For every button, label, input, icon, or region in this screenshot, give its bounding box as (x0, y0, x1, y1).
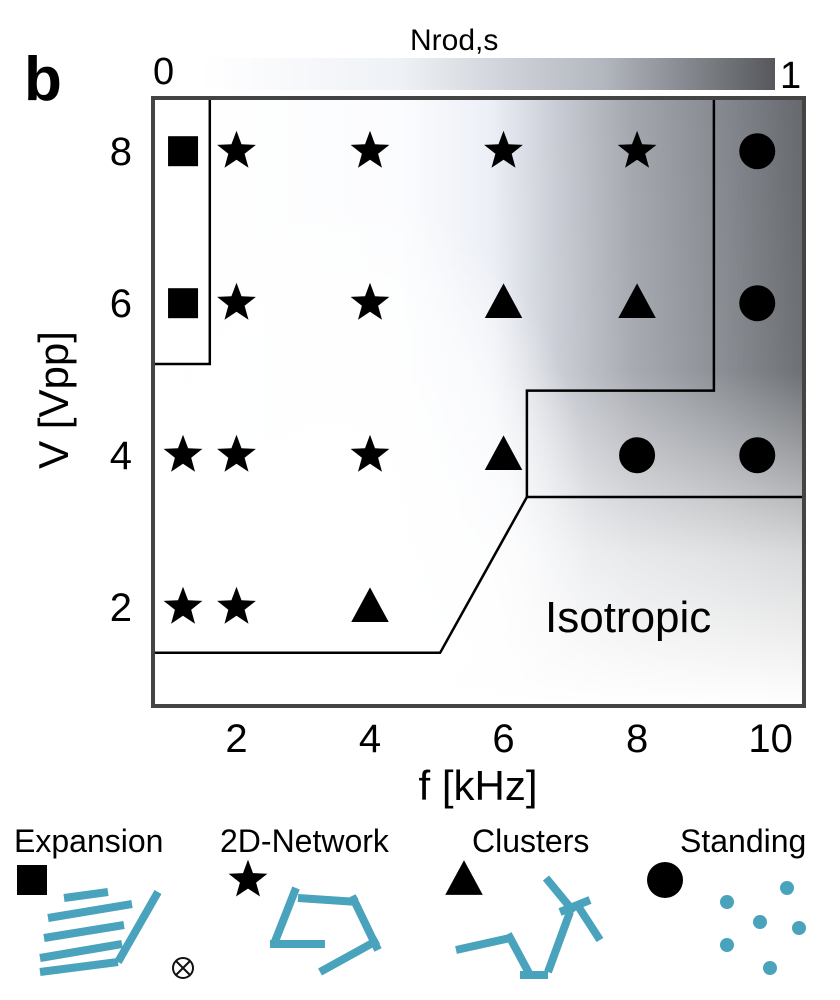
point-star (217, 282, 256, 320)
out-of-plane-symbol-icon (172, 957, 194, 979)
point-star (350, 130, 390, 168)
point-star (163, 586, 203, 624)
isotropic-region-label: Isotropic (545, 593, 711, 642)
point-star (617, 130, 657, 168)
boundary-line (153, 495, 804, 655)
standing-rods-icon (720, 881, 806, 975)
y-axis-label: V [Vpp] (30, 331, 77, 469)
x-axis-label: f [kHz] (418, 762, 537, 809)
colorbar-label: Nrod,s (410, 24, 498, 57)
x-tick-label: 10 (748, 717, 793, 761)
colorbar: 0 Nrod,s 1 (153, 24, 801, 97)
legend: Expansion 2D-Network Clusters Standing (14, 823, 806, 979)
point-star (350, 434, 390, 472)
legend-marker-star (228, 859, 268, 897)
x-tick-label: 2 (225, 717, 247, 761)
x-tick-label: 6 (492, 717, 514, 761)
x-axis-ticks: 2 4 6 8 10 (225, 717, 793, 761)
y-tick-label: 2 (110, 586, 132, 630)
expansion-rods-icon (39, 888, 162, 976)
cluster-rods-icon (455, 875, 604, 979)
point-square (168, 288, 199, 319)
colorbar-max-label: 1 (780, 55, 801, 97)
y-axis-ticks: 2 4 6 8 (110, 130, 132, 630)
point-star (217, 130, 256, 168)
network-rods-icon (270, 886, 382, 976)
legend-marker-triangle (445, 860, 483, 895)
point-triangle (618, 283, 656, 319)
point-triangle (484, 435, 523, 471)
legend-label-2d-network: 2D-Network (220, 823, 390, 859)
point-star (350, 282, 390, 320)
x-tick-label: 8 (626, 717, 648, 761)
y-tick-label: 4 (110, 434, 132, 478)
point-star (484, 130, 523, 168)
data-markers (163, 130, 776, 624)
point-star (217, 586, 256, 624)
legend-marker-circle (647, 862, 683, 898)
x-tick-label: 4 (359, 717, 381, 761)
panel-label: b (24, 45, 62, 114)
plot-frame (151, 96, 806, 708)
legend-label-clusters: Clusters (472, 823, 589, 859)
point-circle (739, 133, 776, 170)
point-circle (739, 285, 776, 322)
point-triangle (351, 587, 389, 623)
point-star (217, 434, 256, 472)
y-tick-label: 8 (110, 130, 132, 174)
y-tick-label: 6 (110, 282, 132, 326)
boundary-line (525, 98, 716, 497)
point-star (163, 434, 203, 472)
legend-marker-square (17, 865, 47, 895)
legend-label-standing: Standing (680, 823, 806, 859)
colorbar-gradient (200, 58, 775, 90)
legend-label-expansion: Expansion (14, 823, 163, 859)
point-circle (739, 437, 776, 474)
point-triangle (484, 283, 523, 319)
point-circle (619, 437, 656, 474)
point-square (168, 136, 199, 167)
colorbar-min-label: 0 (153, 51, 174, 93)
